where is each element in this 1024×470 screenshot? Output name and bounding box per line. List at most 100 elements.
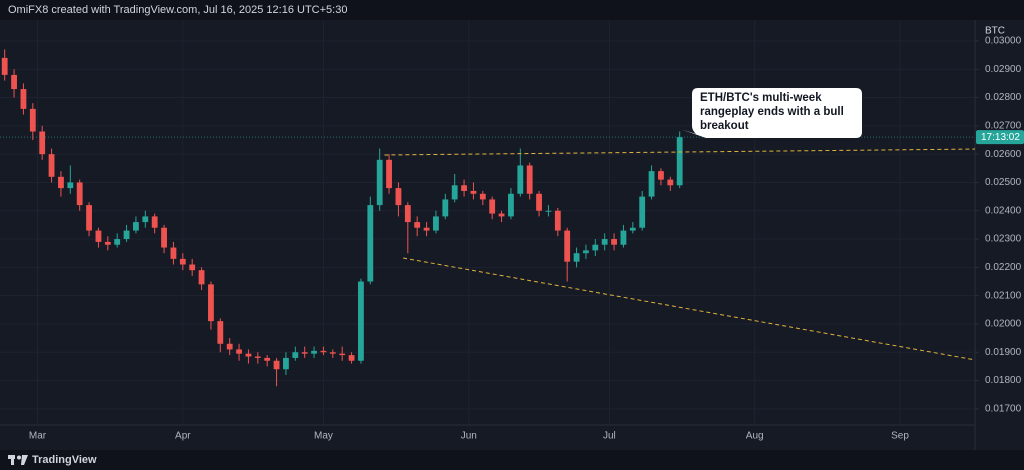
candle-body <box>339 353 346 356</box>
footer-bar <box>0 450 1024 470</box>
y-tick-label: 0.02600 <box>985 149 1022 160</box>
candle-body <box>58 176 64 189</box>
candle-body <box>114 239 121 245</box>
candle-body <box>86 205 92 231</box>
candle-body <box>592 244 599 251</box>
candle-body <box>526 165 533 194</box>
candle-body <box>508 193 514 217</box>
y-tick-label: 0.02000 <box>985 319 1022 330</box>
candle-body <box>386 159 392 189</box>
candle-body <box>161 227 167 248</box>
candle-body <box>376 159 383 206</box>
y-tick-label: 0.01800 <box>985 375 1022 386</box>
price-label: 17:13:02 <box>981 132 1020 143</box>
candle-body <box>95 230 102 242</box>
candle-body <box>329 352 336 354</box>
y-tick-label: 0.02200 <box>985 262 1022 273</box>
x-tick-label: Mar <box>29 431 47 442</box>
candles <box>1 49 683 387</box>
candle-body <box>189 264 196 271</box>
candle-body <box>367 205 374 282</box>
candle-body <box>461 185 467 191</box>
currency-label: BTC <box>985 26 1005 37</box>
candle-body <box>104 241 111 245</box>
header-text: OmiFX8 created with TradingView.com, Jul… <box>8 4 347 16</box>
candle-body <box>489 199 496 214</box>
candle-body <box>48 154 55 177</box>
candle-body <box>254 356 261 358</box>
candle-body <box>179 258 186 265</box>
y-tick-label: 0.02700 <box>985 120 1022 131</box>
candle-body <box>123 230 130 240</box>
candle-body <box>601 239 608 245</box>
trendline <box>384 148 976 156</box>
candle-body <box>292 352 299 358</box>
candle-body <box>29 108 36 132</box>
y-tick-label: 0.02300 <box>985 234 1022 245</box>
header-bar <box>0 0 1024 20</box>
candle-body <box>76 182 83 206</box>
callout-box <box>681 88 862 138</box>
footer-text: TradingView <box>32 454 97 466</box>
candle-body <box>1 57 8 75</box>
candle-body <box>620 230 627 245</box>
trendline <box>403 257 976 361</box>
candle-body <box>358 281 364 361</box>
candle-body <box>320 350 327 353</box>
candle-body <box>142 216 149 223</box>
x-tick-label: May <box>314 431 333 442</box>
candle-body <box>564 230 571 262</box>
annotation-line: rangeplay ends with a bull <box>700 106 844 118</box>
candle-body <box>433 216 439 231</box>
candle-body <box>639 196 646 228</box>
candle-body <box>611 239 617 245</box>
candle-body <box>658 171 664 180</box>
candle-body <box>208 284 214 322</box>
candle-body <box>283 357 289 370</box>
candle-body <box>470 190 477 194</box>
y-tick-label: 0.01900 <box>985 347 1022 358</box>
candle-body <box>170 247 177 259</box>
candle-body <box>39 131 46 155</box>
x-tick-label: Jun <box>461 431 477 442</box>
y-tick-label: 0.02100 <box>985 290 1022 301</box>
annotation-line: breakout <box>700 120 749 132</box>
candle-body <box>217 321 224 344</box>
candle-body <box>554 210 561 231</box>
y-tick-label: 0.02500 <box>985 177 1022 188</box>
candle-body <box>311 350 317 354</box>
candle-body <box>245 353 252 357</box>
annotation-line: ETH/BTC's multi-week <box>700 92 822 104</box>
candle-body <box>676 137 683 186</box>
x-tick-label: Apr <box>175 431 191 442</box>
y-tick-label: 0.02800 <box>985 92 1022 103</box>
candle-body <box>423 227 430 231</box>
candle-body <box>151 216 158 228</box>
x-tick-label: Aug <box>746 431 764 442</box>
candle-body <box>629 227 636 231</box>
candle-body <box>264 357 271 361</box>
candle-body <box>517 165 524 194</box>
candle-body <box>648 171 655 197</box>
candle-body <box>348 355 355 361</box>
y-tick-label: 0.02400 <box>985 205 1022 216</box>
candle-body <box>498 213 505 217</box>
x-tick-label: Jul <box>603 431 616 442</box>
candle-body <box>20 89 27 109</box>
candle-body <box>414 222 421 228</box>
candle-body <box>226 343 233 350</box>
candle-body <box>404 205 411 223</box>
candle-body <box>583 250 589 254</box>
candle-body <box>198 270 205 285</box>
candle-body <box>133 222 139 231</box>
candle-body <box>442 199 449 217</box>
candle-body <box>273 360 280 370</box>
candle-body <box>11 74 17 90</box>
candle-body <box>301 352 308 354</box>
x-tick-label: Sep <box>891 431 909 442</box>
y-tick-label: 0.01700 <box>985 404 1022 415</box>
price-label-box <box>976 130 1024 145</box>
